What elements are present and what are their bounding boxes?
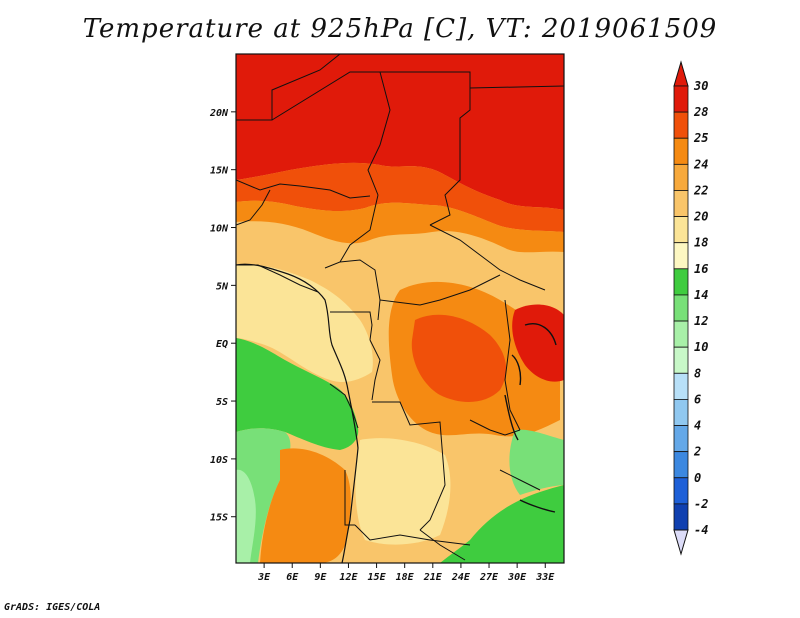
lat-tick-label: 15S xyxy=(210,513,228,524)
field-zone-25 xyxy=(236,200,564,253)
plot-title: Temperature at 925hPa [C], VT: 201906150… xyxy=(82,14,718,44)
lon-tick-label: 18E xyxy=(396,572,415,583)
longitude-axis: 3E 6E 9E 12E 15E 18E 21E 24E 27E 30E 33E xyxy=(257,563,555,583)
map-frame xyxy=(235,53,565,564)
lat-tick-label: 5S xyxy=(216,397,228,408)
colorbar-swatch xyxy=(673,242,689,270)
colorbar-swatch xyxy=(673,320,689,348)
colorbar-swatch xyxy=(673,268,689,296)
lakes xyxy=(504,323,557,513)
colorbar-label: 22 xyxy=(693,183,708,197)
colorbar-swatch xyxy=(673,216,689,244)
colorbar-swatch xyxy=(673,346,689,374)
colorbar-label: 25 xyxy=(693,131,708,145)
lon-tick-label: 21E xyxy=(423,572,443,583)
colorbar-swatch xyxy=(673,294,689,322)
latitude-axis: 20N 15N 10N 5N EQ 5S 10S 15S xyxy=(209,108,236,524)
field-zone-core-inner xyxy=(411,314,507,402)
field-zone-south xyxy=(260,448,351,563)
field-zone-ocean-sw xyxy=(236,469,256,563)
colorbar-swatch xyxy=(673,399,689,426)
colorbar-swatch xyxy=(673,85,689,113)
lon-tick-label: 33E xyxy=(535,572,555,583)
lon-tick-label: 27E xyxy=(479,572,499,583)
field-zone-30 xyxy=(236,54,564,210)
colorbar-label: 10 xyxy=(694,340,708,354)
field-zone-28 xyxy=(236,162,564,232)
colorbar-swatch xyxy=(673,451,689,479)
colorbar-label: 16 xyxy=(694,262,708,276)
colorbar-label: 30 xyxy=(693,79,708,93)
colorbar-swatch xyxy=(673,137,689,165)
lon-tick-label: 15E xyxy=(368,572,387,583)
lon-tick-label: 12E xyxy=(339,572,358,583)
colorbar-label: -2 xyxy=(694,497,708,511)
colorbar-label: 18 xyxy=(694,236,708,250)
colorbar-swatch xyxy=(673,372,689,400)
colorbar-swatch xyxy=(673,163,689,191)
lat-tick-label: 10N xyxy=(210,224,229,235)
colorbar-label: 2 xyxy=(693,445,701,459)
lat-tick-label: 15N xyxy=(210,166,229,177)
lat-tick-label: 10S xyxy=(210,455,228,466)
colorbar-swatch xyxy=(673,111,689,139)
colorbar-under-arrow xyxy=(673,529,689,556)
lat-tick-label: 5N xyxy=(216,281,229,292)
lon-tick-label: 9E xyxy=(314,572,327,583)
colorbar-label: 4 xyxy=(694,419,701,433)
lon-tick-label: 24E xyxy=(451,572,471,583)
lon-tick-label: 30E xyxy=(507,572,527,583)
colorbar-label: 6 xyxy=(694,392,701,406)
colorbar-swatch xyxy=(673,425,689,453)
field-zone-se-light xyxy=(509,429,564,495)
field-zone-lakes xyxy=(512,304,564,382)
colorbar-label: 28 xyxy=(693,105,708,119)
field-zone-coast xyxy=(236,264,373,383)
colorbar-label: 24 xyxy=(693,157,708,171)
colorbar-over-arrow xyxy=(673,60,689,87)
colorbar-label: 14 xyxy=(694,288,708,302)
field-zone-ocean xyxy=(236,338,359,450)
grads-credit: GrADS: IGES/COLA xyxy=(4,602,101,613)
field-zone-south-pale xyxy=(355,438,451,545)
lat-tick-label: 20N xyxy=(209,108,229,119)
colorbar-label: -4 xyxy=(694,523,708,537)
colorbar-label: 12 xyxy=(694,314,708,328)
lon-tick-label: 6E xyxy=(286,572,299,583)
lon-tick-label: 3E xyxy=(257,572,271,583)
temperature-field xyxy=(236,54,564,563)
colorbar-swatch xyxy=(673,477,689,505)
colorbar-swatch xyxy=(673,503,689,531)
colorbar-label: 0 xyxy=(694,471,701,485)
colorbar-label: 8 xyxy=(694,366,701,380)
colorbar-swatch xyxy=(673,190,689,217)
coastline xyxy=(236,263,359,563)
colorbar-label: 20 xyxy=(693,210,708,224)
field-zone-se xyxy=(440,485,564,563)
lat-tick-label: EQ xyxy=(216,339,228,350)
